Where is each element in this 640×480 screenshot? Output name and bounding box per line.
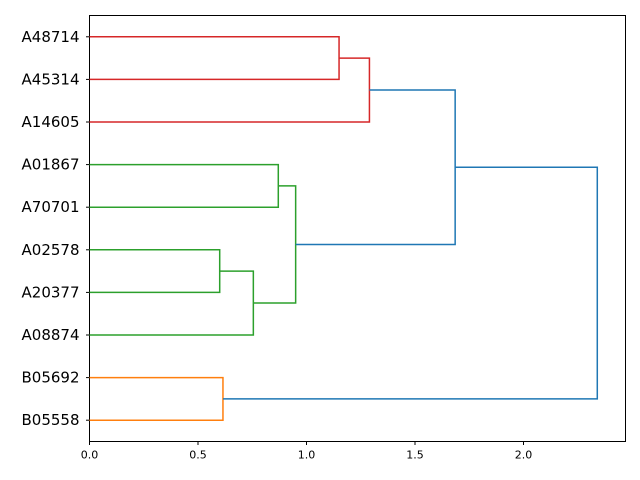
leaf-label: A14605 [22, 113, 80, 131]
dendrogram-link-c8 [89, 376, 224, 421]
leaf-label: A01867 [22, 156, 80, 174]
leaf-label: A20377 [22, 283, 80, 301]
leaf-label: B05692 [21, 369, 79, 387]
dendrogram-link-c6 [253, 185, 297, 304]
x-tick-label: 0.5 [189, 449, 207, 462]
dendrogram-link-c1 [89, 36, 340, 81]
x-tick-label: 0.0 [81, 449, 99, 462]
plot-frame [89, 15, 626, 442]
dendrogram-link-c7 [295, 89, 456, 246]
leaf-label: A48714 [22, 28, 80, 46]
dendrogram-link-c4 [89, 249, 221, 294]
leaf-label: A45314 [22, 70, 80, 88]
dendrogram-link-c9 [222, 166, 599, 400]
dendrogram-links [89, 36, 599, 421]
leaf-labels: A48714 A45314 A14605 A01867 A70701 A02578 A203… [21, 28, 90, 429]
x-tick-label: 2.0 [515, 449, 533, 462]
leaf-label: A70701 [22, 198, 80, 216]
leaf-label: A08874 [22, 326, 80, 344]
dendrogram-link-c5 [89, 270, 255, 336]
x-tick-label: 1.0 [298, 449, 316, 462]
leaf-label: B05558 [21, 411, 79, 429]
x-axis: 0.0 0.5 1.0 1.5 2.0 [81, 441, 533, 462]
dendrogram-link-c2 [89, 57, 371, 123]
leaf-label: A02578 [22, 241, 80, 259]
dendrogram-link-c3 [89, 163, 280, 208]
x-tick-label: 1.5 [406, 449, 424, 462]
